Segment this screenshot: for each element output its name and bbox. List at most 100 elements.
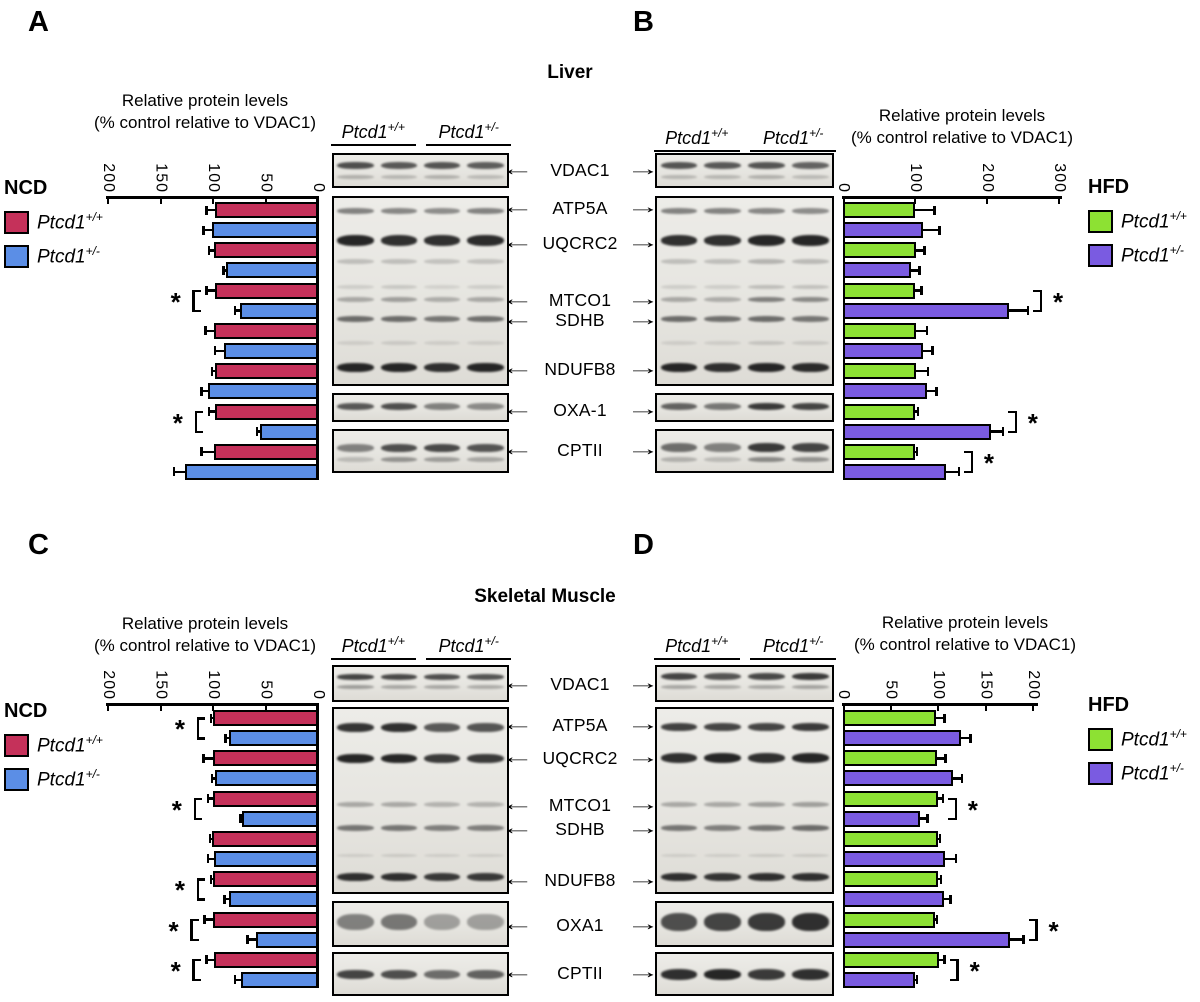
blot-band xyxy=(467,753,504,763)
blot-band xyxy=(423,673,461,680)
blot-band xyxy=(423,285,461,290)
blot-band xyxy=(660,801,698,807)
bar-A-NDUFB8-Ptcd1+/- xyxy=(207,383,318,400)
blot-band xyxy=(337,969,374,979)
significance-asterisk-B-MTCO1: * xyxy=(1052,286,1064,317)
blot-band xyxy=(660,208,698,215)
blot-band xyxy=(748,685,785,690)
blot-band xyxy=(423,235,461,247)
blot-band xyxy=(791,296,829,302)
blot-band xyxy=(791,208,829,215)
axis-tick-A-50 xyxy=(264,197,267,204)
blot-band xyxy=(423,161,461,169)
error-bar-A-SDHB-Ptcd1+/- xyxy=(215,349,226,353)
significance-bracket-C-ATP5A xyxy=(196,717,205,720)
bar-A-UQCRC2-Ptcd1+/- xyxy=(225,262,318,279)
blot-band xyxy=(380,315,418,322)
error-bar-A-OXA-1-Ptcd1+/- xyxy=(257,430,263,433)
error-bar-D-MTCO1-Ptcd1+/- xyxy=(917,817,928,820)
bar-A-OXA-1-Ptcd1+/- xyxy=(260,423,318,440)
significance-bracket-C-MTCO1 xyxy=(193,797,202,801)
error-bar-C-UQCRC2-Ptcd1+/- xyxy=(211,777,218,780)
liver-left-blot-header: Ptcd1+/+ Ptcd1+/- xyxy=(331,120,511,146)
left-arrow-icon: ← xyxy=(499,289,535,310)
error-cap-D-CPTII-Ptcd1+/- xyxy=(915,975,919,985)
left-arrow-icon: ← xyxy=(499,747,535,768)
significance-bracket-C-MTCO1 xyxy=(193,797,196,821)
blot-band xyxy=(791,443,829,453)
error-bar-A-CPTII-Ptcd1+/+ xyxy=(201,450,217,454)
blot-band xyxy=(467,258,504,264)
error-cap-B-UQCRC2-Ptcd1+/- xyxy=(918,265,921,275)
blot-band xyxy=(380,296,418,302)
blot-band xyxy=(704,853,741,857)
blot-band xyxy=(337,362,374,372)
blot-band xyxy=(791,673,829,681)
bar-B-OXA-1-Ptcd1+/+ xyxy=(843,403,915,420)
bar-B-NDUFB8-Ptcd1+/- xyxy=(843,383,928,400)
blot-band xyxy=(660,457,698,463)
significance-asterisk-A-MTCO1: * xyxy=(170,286,181,317)
blot-band xyxy=(704,341,741,346)
axis-tick-D-100 xyxy=(937,704,939,711)
error-bar-B-OXA-1-Ptcd1+/+ xyxy=(913,410,918,413)
blot-band xyxy=(748,723,785,732)
heterozygote-swatch xyxy=(1088,761,1113,785)
blot-band xyxy=(337,258,374,264)
significance-bracket-A-MTCO1 xyxy=(192,309,201,313)
blot-band xyxy=(748,824,785,831)
genotype-label: Ptcd1+/- xyxy=(1121,761,1184,785)
blot-band xyxy=(704,258,741,264)
error-cap-B-CPTII-Ptcd1+/+ xyxy=(915,447,919,457)
blot-band xyxy=(660,968,698,980)
significance-bracket-A-MTCO1 xyxy=(192,289,201,293)
error-bar-D-NDUFB8-Ptcd1+/+ xyxy=(936,877,941,881)
blot-band xyxy=(704,685,741,690)
significance-asterisk-C-CPTII: * xyxy=(170,955,181,986)
axis-tick-label-C-0: 0 xyxy=(310,690,327,700)
significance-asterisk-C-ATP5A: * xyxy=(174,714,185,744)
blot-band xyxy=(660,824,698,831)
error-bar-C-CPTII-Ptcd1+/- xyxy=(235,978,244,982)
axis-tick-label-B-0: 0 xyxy=(835,183,852,193)
significance-bracket-B-MTCO1 xyxy=(1039,289,1043,313)
panel-letter-d: D xyxy=(633,529,654,561)
blot-band xyxy=(704,824,741,831)
axis-line-B xyxy=(842,196,1062,199)
protein-row-muscle-UQCRC2: ← UQCRC2 → xyxy=(500,746,660,770)
error-bar-A-UQCRC2-Ptcd1+/- xyxy=(223,269,228,272)
blot-band xyxy=(748,258,785,264)
significance-bracket-C-NDUFB8 xyxy=(196,898,205,901)
blot-band xyxy=(660,296,698,302)
blot-band xyxy=(380,722,418,732)
significance-bracket-D-CPTII xyxy=(949,978,958,982)
significance-bracket-D-OXA1 xyxy=(1028,938,1037,941)
error-bar-C-ATP5A-Ptcd1+/- xyxy=(225,736,231,740)
blot-band xyxy=(660,362,698,372)
error-bar-D-MTCO1-Ptcd1+/+ xyxy=(936,797,943,800)
error-bar-B-SDHB-Ptcd1+/- xyxy=(920,349,933,353)
error-bar-C-UQCRC2-Ptcd1+/+ xyxy=(203,757,215,760)
blot-band xyxy=(337,753,374,763)
blot-band xyxy=(704,912,741,931)
error-cap-C-UQCRC2-Ptcd1+/+ xyxy=(202,753,205,763)
error-cap-B-ATP5A-Ptcd1+/+ xyxy=(933,205,936,215)
left-arrow-icon: ← xyxy=(499,673,535,694)
bar-A-ATP5A-Ptcd1+/- xyxy=(211,222,318,238)
blot-band xyxy=(423,685,461,690)
blot-band xyxy=(704,673,741,681)
bar-C-ATP5A-Ptcd1+/- xyxy=(228,730,318,746)
blot-band xyxy=(380,235,418,247)
bar-D-NDUFB8-Ptcd1+/+ xyxy=(843,871,938,888)
right-arrow-icon: → xyxy=(625,747,661,768)
left-arrow-icon: ← xyxy=(499,714,535,735)
blot-band xyxy=(337,341,374,346)
lane-group-label: Ptcd1+/- xyxy=(750,634,836,660)
blot-band xyxy=(748,853,785,857)
blot-band xyxy=(660,912,698,931)
blot-band xyxy=(467,161,504,169)
lane-group-label: Ptcd1+/+ xyxy=(654,126,740,152)
bar-B-NDUFB8-Ptcd1+/+ xyxy=(843,363,916,380)
error-bar-D-UQCRC2-Ptcd1+/- xyxy=(951,777,962,780)
blot-band xyxy=(423,913,461,930)
